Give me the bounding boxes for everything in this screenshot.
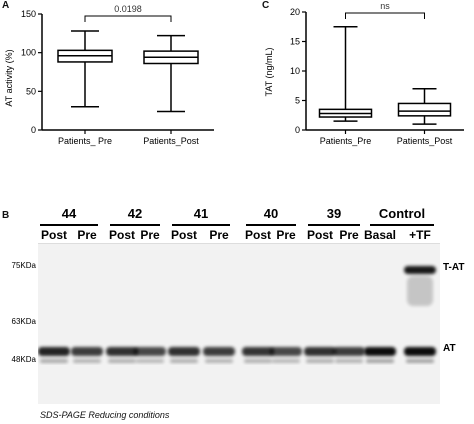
y-tick-label: 150 — [21, 9, 36, 19]
band-at-lower — [136, 359, 164, 363]
band-at-lower — [272, 359, 300, 363]
band-at — [404, 347, 436, 356]
sample-label: 41 — [194, 206, 208, 221]
panel-c-label: C — [262, 0, 270, 11]
lane-label: Pre — [276, 228, 296, 242]
chart-c-annotation: ns — [380, 1, 390, 11]
band-at — [168, 347, 200, 356]
chart-c-tat: TAT (ng/mL) 0 5 10 15 20 Patients_Pre Patients… — [264, 1, 464, 146]
band-at-lower — [73, 359, 101, 363]
chart-a-annotation: 0.0198 — [114, 4, 142, 14]
lane-label: Pre — [339, 228, 359, 242]
sample-label: 42 — [128, 206, 142, 221]
lane-label: Post — [245, 228, 271, 242]
y-tick-label: 5 — [295, 96, 300, 106]
band-at-lower — [40, 359, 68, 363]
western-blot-panel: 44 42 41 40 39 Control Post Pre Post Pre Post Pre Po… — [0, 195, 474, 424]
x-tick-label: Patients_ Pre — [58, 136, 112, 146]
lane-label: Post — [307, 228, 333, 242]
band-label-tat: T-AT — [443, 262, 464, 273]
band-at-lower — [170, 359, 198, 363]
y-tick-label: 20 — [290, 7, 300, 17]
gel-image — [38, 243, 440, 404]
lane-label: Post — [109, 228, 135, 242]
y-tick-label: 15 — [290, 37, 300, 47]
band-at — [38, 347, 70, 356]
marker-label: 48KDa — [12, 355, 37, 364]
band-at-lower — [205, 359, 233, 363]
y-tick-label: 50 — [26, 86, 36, 96]
lane-label: Basal — [364, 228, 396, 242]
band-at-lower — [244, 359, 272, 363]
y-tick-label: 0 — [295, 125, 300, 135]
lane-label: Post — [171, 228, 197, 242]
band-at-lower — [406, 359, 434, 363]
x-tick-label: Patients_Post — [143, 136, 199, 146]
band-at — [304, 347, 336, 356]
lane-label: Pre — [77, 228, 97, 242]
lane-label: Pre — [140, 228, 160, 242]
y-tick-label: 0 — [31, 125, 36, 135]
box-iqr — [397, 102, 452, 117]
blot-caption: SDS-PAGE Reducing conditions — [40, 410, 170, 420]
lane-label: Post — [41, 228, 67, 242]
band-at — [364, 347, 396, 356]
band-at — [333, 347, 365, 356]
blot-header: 44 42 41 40 39 Control Post Pre Post Pre Post Pre Po… — [40, 206, 434, 242]
sample-label: 40 — [264, 206, 278, 221]
lane-label: +TF — [409, 228, 431, 242]
marker-label: 75KDa — [12, 261, 37, 270]
band-at — [71, 347, 103, 356]
band-at-lower — [366, 359, 394, 363]
chart-a-ylabel: AT activity (%) — [4, 49, 14, 106]
panel-a-label: A — [2, 0, 10, 11]
band-at — [270, 347, 302, 356]
x-tick-label: Patients_Pre — [320, 136, 372, 146]
marker-label: 63KDa — [12, 317, 37, 326]
chart-a-at-activity: AT activity (%) 0 50 100 150 Patients_ Pre Pa… — [4, 4, 214, 146]
panel-b-label: B — [2, 210, 10, 221]
x-tick-label: Patients_Post — [397, 136, 453, 146]
band-at-lower — [306, 359, 334, 363]
band-at — [203, 347, 235, 356]
band-at-lower — [335, 359, 363, 363]
lane-label: Pre — [209, 228, 229, 242]
band-at — [242, 347, 274, 356]
sample-label: Control — [379, 206, 425, 221]
band-tat-smear — [407, 276, 433, 306]
band-label-at: AT — [443, 343, 456, 354]
band-at-lower — [108, 359, 136, 363]
band-tat — [404, 266, 436, 274]
significance-bracket — [84, 15, 172, 22]
sample-label: 44 — [62, 206, 77, 221]
y-tick-label: 10 — [290, 66, 300, 76]
chart-c-ylabel: TAT (ng/mL) — [264, 47, 274, 96]
significance-bracket — [345, 12, 425, 19]
sample-label: 39 — [327, 206, 341, 221]
y-tick-label: 100 — [21, 48, 36, 58]
band-at — [106, 347, 138, 356]
band-at — [134, 347, 166, 356]
gel-bands — [38, 266, 436, 363]
